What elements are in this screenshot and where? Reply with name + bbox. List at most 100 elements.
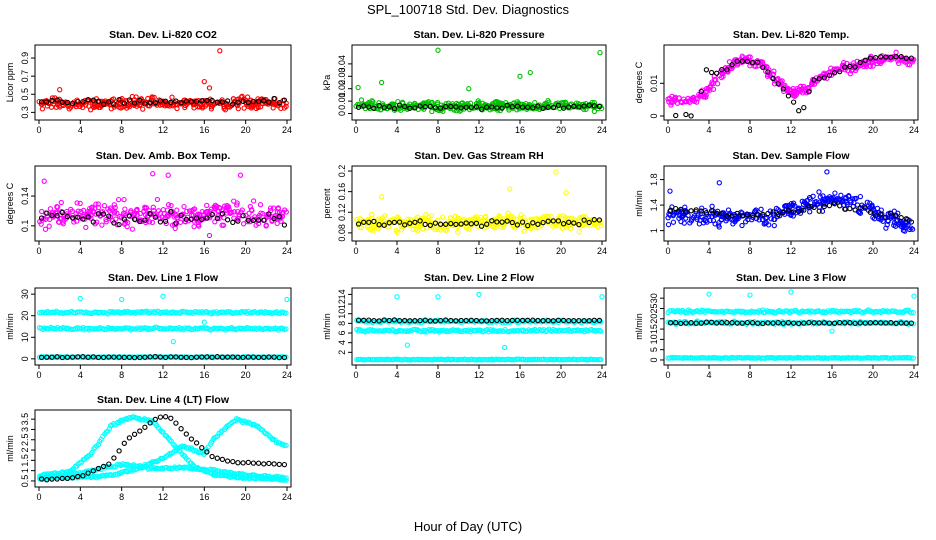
y-tick-label: 2.5: [20, 433, 30, 446]
data-point: [257, 202, 264, 208]
data-point: [448, 103, 454, 110]
data-point: [514, 103, 521, 109]
data-point: [753, 63, 759, 70]
data-point: [150, 171, 156, 177]
x-tick-label: 0: [36, 125, 41, 135]
x-tick-label: 16: [199, 370, 209, 380]
x-tick-label: 4: [78, 125, 83, 135]
data-point: [517, 73, 523, 79]
data-point: [440, 214, 446, 220]
data-point: [796, 208, 802, 215]
data-point: [482, 217, 488, 223]
data-point: [54, 204, 60, 210]
data-point: [698, 208, 704, 214]
data-point: [183, 98, 189, 104]
data-point: [271, 101, 277, 107]
data-point: [908, 219, 915, 225]
data-point: [284, 296, 290, 303]
data-point: [678, 206, 684, 213]
data-point: [49, 212, 55, 219]
data-point: [45, 354, 52, 360]
data-point: [716, 180, 722, 186]
data-point: [199, 216, 205, 223]
data-point: [862, 57, 868, 63]
data-point: [255, 217, 262, 223]
y-axis-label: ml/min: [5, 435, 15, 462]
x-tick-label: 20: [241, 125, 251, 135]
data-point: [852, 64, 858, 70]
data-point: [905, 222, 911, 228]
data-point: [749, 59, 756, 66]
y-tick-label: 0.01: [649, 75, 659, 93]
data-point: [801, 199, 808, 205]
data-point: [148, 326, 154, 332]
y-axis-label: percent: [322, 188, 332, 219]
data-points: [354, 291, 605, 363]
data-point: [168, 209, 174, 215]
data-point: [903, 55, 909, 61]
data-point: [355, 104, 362, 110]
data-point: [693, 207, 699, 213]
y-tick-label: 0.12: [337, 203, 347, 221]
data-point: [911, 293, 917, 299]
chart-panel-5: Stan. Dev. Gas Stream RH0 4 8 12 16 20 240.080…: [322, 150, 607, 256]
data-point: [386, 104, 392, 110]
y-tick-label: 1: [649, 228, 659, 233]
x-tick-label: 8: [119, 246, 124, 256]
data-point: [888, 210, 894, 217]
data-point: [744, 58, 751, 65]
data-point: [157, 219, 164, 225]
data-point: [453, 221, 459, 228]
data-point: [86, 103, 92, 109]
data-point: [463, 104, 469, 111]
data-point: [122, 210, 128, 217]
data-point: [790, 209, 797, 215]
data-point: [507, 213, 513, 220]
data-point: [809, 80, 815, 87]
data-point: [276, 461, 282, 468]
data-point: [504, 218, 510, 224]
data-point: [437, 221, 444, 227]
data-point: [173, 220, 179, 226]
y-axis-label: ml/min: [634, 190, 644, 217]
data-point: [521, 228, 527, 235]
data-point: [80, 216, 86, 222]
data-point: [765, 69, 771, 75]
data-point: [548, 213, 555, 220]
x-tick-label: 4: [394, 246, 399, 256]
data-point: [49, 97, 55, 104]
data-point: [204, 208, 210, 215]
panel-title: Stan. Dev. Line 4 (LT) Flow: [97, 394, 230, 406]
y-axis-label: Licor ppm: [5, 63, 15, 103]
data-point: [162, 98, 169, 104]
data-point: [825, 198, 832, 204]
data-point: [129, 226, 136, 232]
data-point: [780, 86, 786, 92]
data-point: [752, 208, 758, 214]
data-points: [36, 48, 289, 113]
y-tick-label: 15: [649, 324, 659, 334]
data-point: [685, 95, 691, 102]
data-point: [852, 207, 858, 213]
data-point: [157, 414, 164, 420]
data-point: [162, 218, 169, 224]
data-point: [842, 206, 848, 212]
data-point: [683, 209, 689, 215]
y-tick-label: 0.3: [20, 106, 30, 119]
data-point: [391, 219, 398, 226]
x-tick-label: 12: [786, 370, 796, 380]
data-point: [555, 215, 562, 222]
x-tick-label: 24: [597, 370, 607, 380]
data-point: [512, 225, 518, 231]
data-point: [275, 206, 281, 212]
data-point: [229, 209, 235, 216]
data-point: [475, 98, 481, 104]
data-point: [116, 97, 122, 103]
y-tick-label: 0: [649, 357, 659, 362]
data-point: [224, 458, 231, 464]
data-point: [111, 455, 117, 461]
y-tick-label: 0.2: [337, 165, 347, 178]
data-point: [106, 213, 112, 219]
data-point: [909, 226, 916, 232]
